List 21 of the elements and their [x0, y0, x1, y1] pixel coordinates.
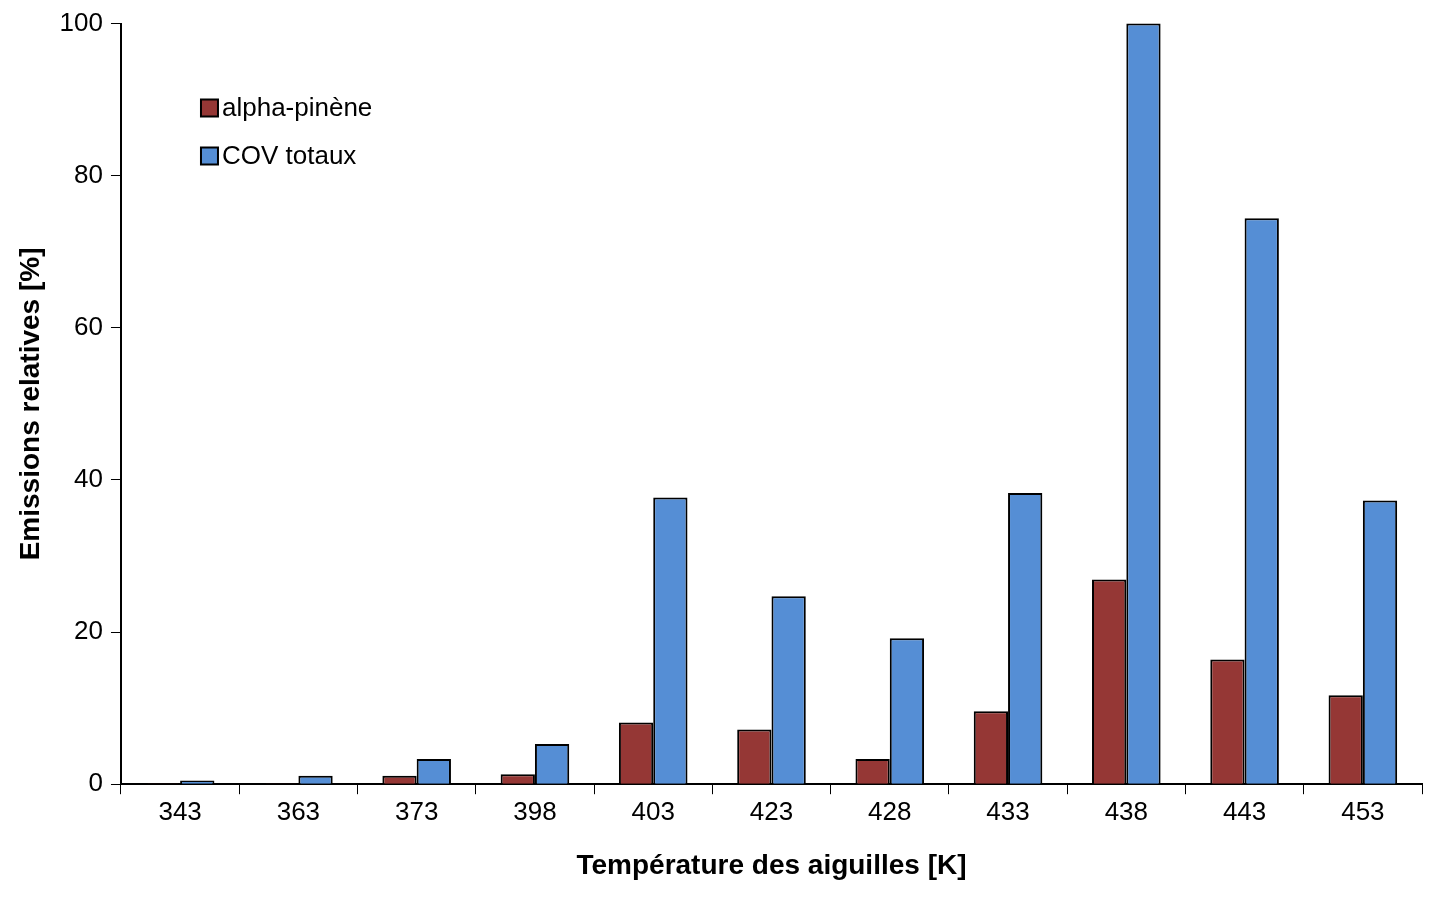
y-tick-label: 40: [74, 463, 103, 494]
x-tick-label: 398: [513, 795, 557, 826]
x-tick-label: 373: [394, 795, 439, 826]
y-tick-label: 0: [88, 767, 103, 798]
y-tick-label: 100: [59, 6, 103, 37]
y-tick-label: 20: [74, 615, 103, 646]
x-tick-label: 453: [1341, 795, 1385, 826]
legend-label: COV totaux: [221, 139, 357, 170]
legend-label: alpha-pinène: [221, 91, 373, 122]
y-axis-title: Emissions relatives [%]: [13, 247, 45, 561]
x-tick-label: 428: [868, 795, 912, 826]
x-tick-label: 433: [986, 795, 1030, 826]
x-tick-label: 443: [1222, 795, 1267, 826]
x-tick-label: 363: [276, 795, 321, 826]
x-tick-label: 423: [749, 795, 794, 826]
x-tick-label: 403: [631, 795, 675, 826]
x-tick-label: 438: [1104, 795, 1149, 826]
x-tick-label: 343: [158, 795, 202, 826]
y-tick-label: 60: [74, 311, 103, 342]
x-axis-title: Température des aiguilles [K]: [576, 848, 967, 880]
y-tick-label: 80: [74, 158, 103, 189]
